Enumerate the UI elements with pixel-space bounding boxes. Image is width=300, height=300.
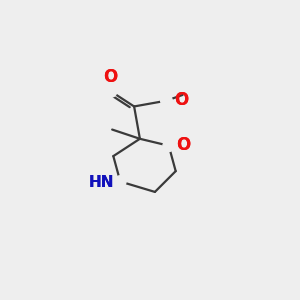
- Text: HN: HN: [89, 175, 115, 190]
- Text: O: O: [103, 68, 117, 86]
- Text: O: O: [176, 136, 190, 154]
- Text: O: O: [103, 68, 117, 86]
- Circle shape: [115, 176, 126, 187]
- Text: HN: HN: [89, 175, 115, 190]
- Text: O: O: [176, 136, 190, 154]
- Circle shape: [163, 140, 175, 152]
- Text: O: O: [175, 91, 189, 109]
- Circle shape: [161, 95, 172, 106]
- Circle shape: [105, 86, 117, 97]
- Text: O: O: [175, 91, 189, 109]
